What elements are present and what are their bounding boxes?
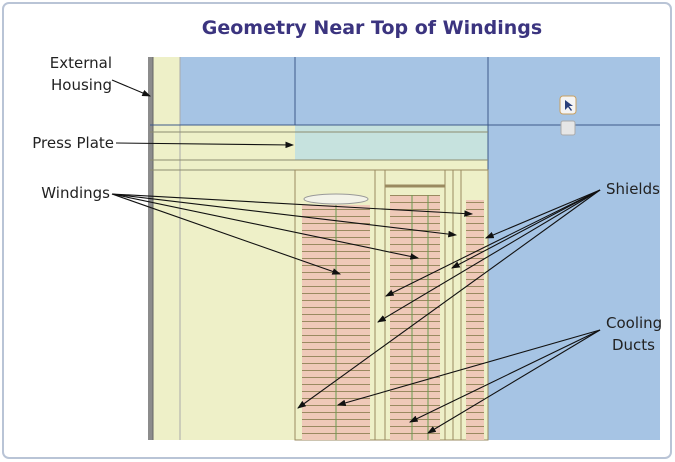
label-windings: Windings — [41, 184, 110, 202]
label-cooling-ducts: Ducts — [612, 336, 655, 354]
label-external-housing: Housing — [51, 76, 112, 94]
label-press-plate: Press Plate — [32, 134, 114, 152]
title: Geometry Near Top of Windings — [202, 17, 542, 39]
geometry — [148, 57, 660, 440]
label-cooling-ducts: Cooling — [606, 314, 662, 332]
label-shields: Shields — [606, 180, 660, 198]
figure: Geometry Near Top of Windings — [0, 0, 675, 462]
label-external-housing: External — [50, 54, 112, 72]
